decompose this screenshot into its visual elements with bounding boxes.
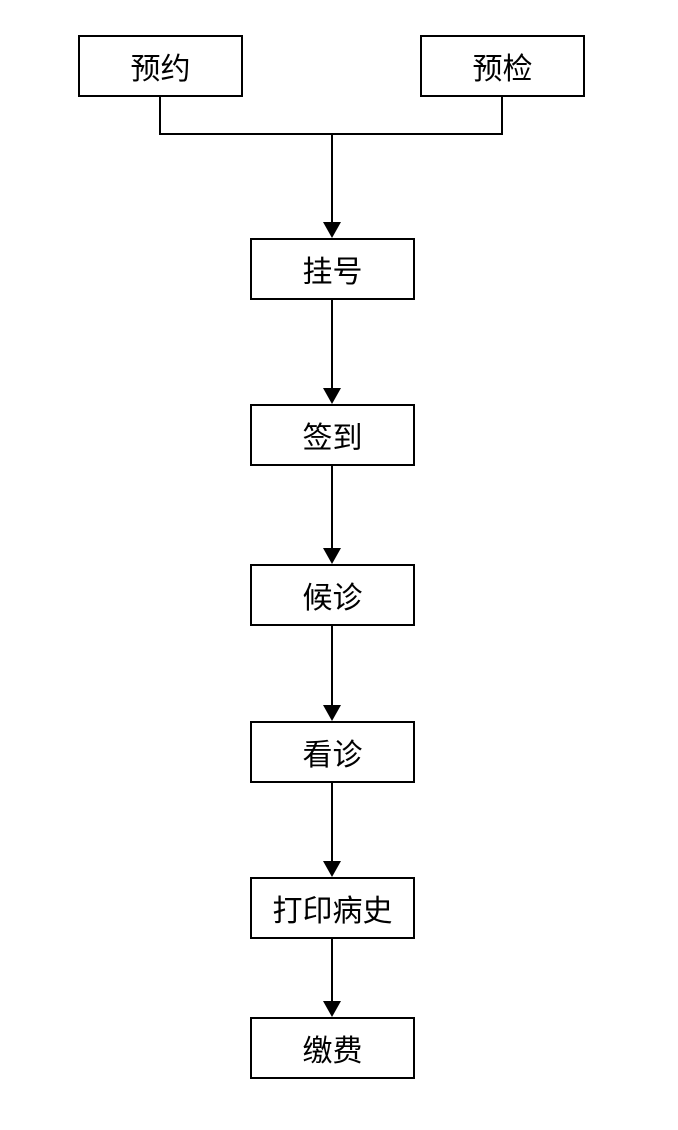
node-print: 打印病史	[250, 877, 415, 939]
node-register: 挂号	[250, 238, 415, 300]
node-label: 打印病史	[273, 886, 393, 930]
connector-line	[501, 97, 503, 133]
connector-line	[331, 939, 333, 1001]
node-label: 挂号	[303, 247, 363, 291]
node-reserve: 预约	[78, 35, 243, 97]
node-precheck: 预检	[420, 35, 585, 97]
flowchart-container: 预约 预检 挂号 签到 候诊 看诊 打印病史 缴费	[0, 0, 678, 1130]
node-label: 候诊	[303, 573, 363, 617]
connector-line	[331, 466, 333, 548]
node-consult: 看诊	[250, 721, 415, 783]
connector-line	[159, 97, 161, 133]
arrow-icon	[323, 861, 341, 877]
arrow-icon	[323, 388, 341, 404]
arrow-icon	[323, 705, 341, 721]
connector-line	[331, 783, 333, 861]
arrow-icon	[323, 222, 341, 238]
node-label: 预检	[473, 44, 533, 88]
connector-line	[331, 133, 333, 222]
node-label: 预约	[131, 44, 191, 88]
arrow-icon	[323, 548, 341, 564]
node-label: 看诊	[303, 730, 363, 774]
node-checkin: 签到	[250, 404, 415, 466]
node-label: 缴费	[303, 1026, 363, 1070]
node-wait: 候诊	[250, 564, 415, 626]
arrow-icon	[323, 1001, 341, 1017]
node-pay: 缴费	[250, 1017, 415, 1079]
connector-line	[331, 300, 333, 388]
node-label: 签到	[303, 413, 363, 457]
connector-line	[331, 626, 333, 705]
